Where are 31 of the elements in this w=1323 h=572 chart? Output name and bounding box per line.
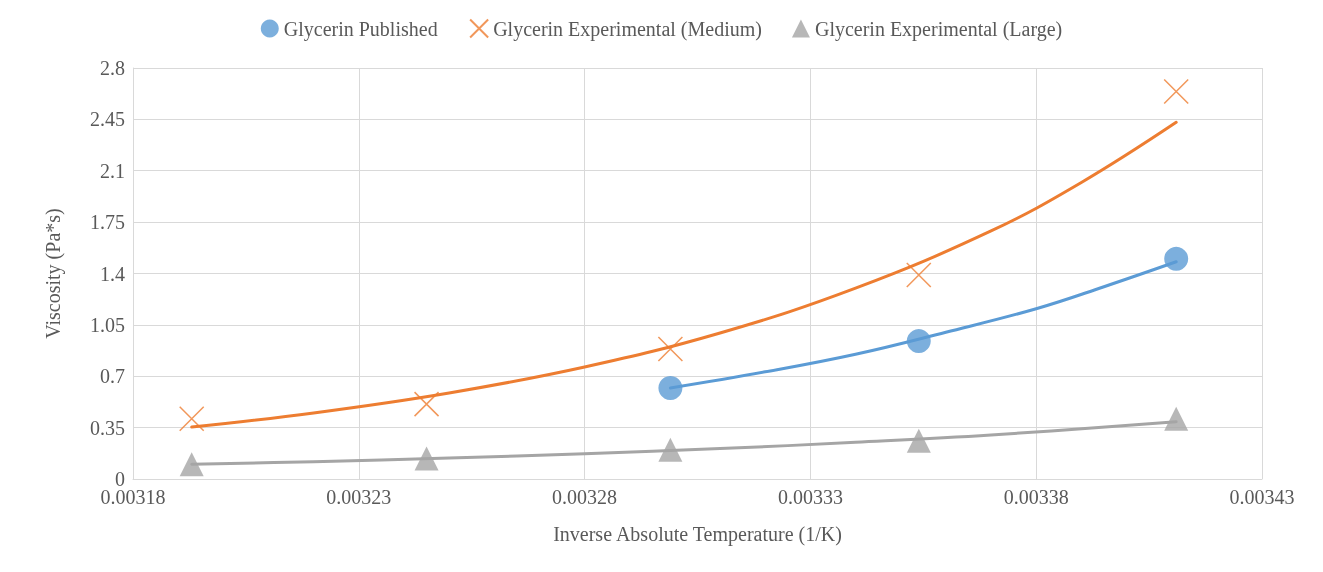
x-tick-label: 0.00338 [1003,486,1069,508]
point [906,262,932,288]
y-tick-label: 1.4 [100,262,125,285]
point [413,391,440,417]
y-tick-label: 0.7 [100,365,125,388]
y-tick-label: 2.1 [100,159,125,182]
x-axis-title: Inverse Absolute Temperature (1/K) [553,523,842,546]
point [1164,406,1189,431]
x-tick-label: 0.00328 [552,486,618,508]
y-axis-title: Viscosity (Pa*s) [42,208,65,339]
legend-label: Glycerin Experimental (Large) [814,17,1063,41]
y-tick-label: 2.45 [90,108,125,131]
point [179,452,204,477]
y-tick-label: 2.8 [100,57,125,79]
y-tick-label: 1.75 [90,211,125,234]
x-tick-label: 0.00323 [326,486,392,508]
point [178,406,205,432]
y-tick-label: 0.35 [90,416,125,439]
point [906,428,931,453]
point [658,437,683,462]
point [658,376,683,400]
point [1163,78,1189,105]
y-tick-label: 1.05 [90,313,125,336]
point [1164,246,1189,271]
x-tick-label: 0.00343 [1229,486,1295,508]
legend-label: Glycerin Published [283,17,438,41]
point [906,329,931,354]
legend-label: Glycerin Experimental (Medium) [493,17,762,41]
point [414,446,439,471]
point [657,336,684,362]
x-tick-label: 0.00333 [777,486,843,508]
